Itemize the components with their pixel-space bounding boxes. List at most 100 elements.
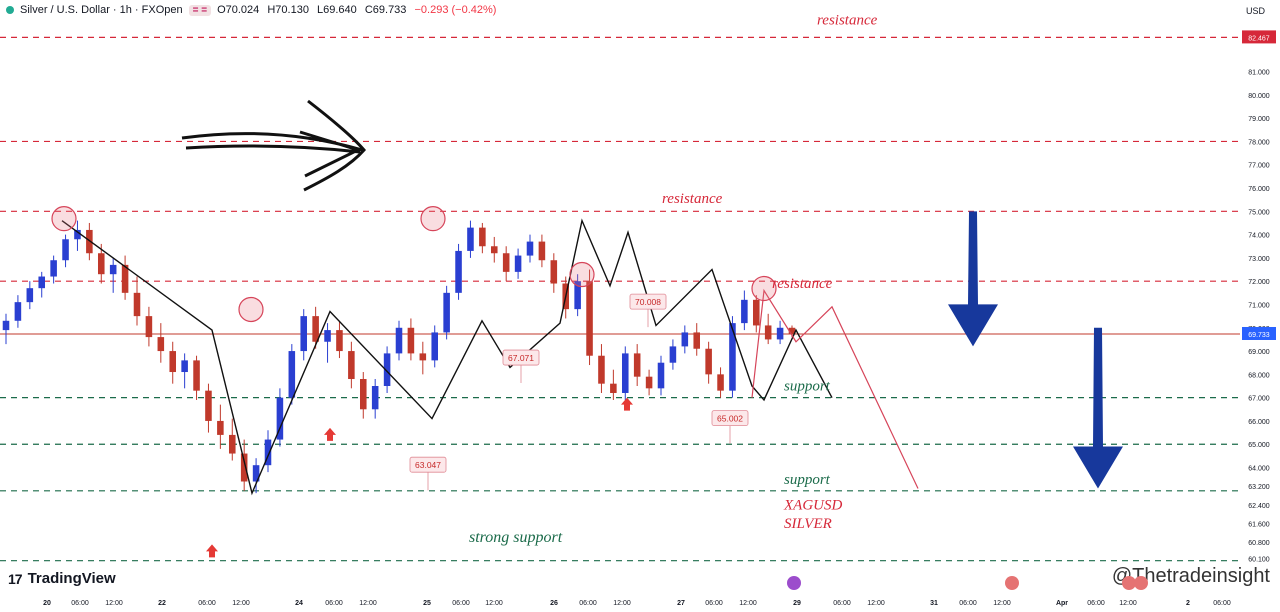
time-tick: 06:00 (198, 600, 216, 607)
time-tick: 22 (158, 600, 166, 607)
time-tick: 12:00 (105, 600, 123, 607)
peak-marker (51, 206, 77, 232)
candle-body (157, 337, 165, 352)
price-tag-text: 63.047 (415, 460, 441, 470)
price-tick: 66.000 (1248, 419, 1270, 426)
time-tick: 06:00 (1087, 600, 1105, 607)
tradingview-logo[interactable]: 17 TradingView (8, 570, 116, 587)
candle-body (681, 332, 689, 347)
currency-label[interactable]: USD (1246, 6, 1266, 16)
symbol-annotation: SILVER (784, 516, 832, 532)
candle-body (359, 379, 367, 410)
candle-body (74, 229, 81, 240)
price-tick: 79.000 (1248, 116, 1270, 123)
symbol-title[interactable]: Silver / U.S. Dollar · 1h · FXOpen (20, 4, 183, 16)
price-axis-bg (1240, 0, 1280, 612)
candle-body (193, 360, 200, 391)
projection-path (751, 288, 919, 489)
time-tick: 06:00 (959, 600, 977, 607)
price-axis[interactable]: 82.467 81.000 80.000 79.000 78.000 77.000 76.0… (1240, 0, 1280, 612)
time-tick: 26 (550, 600, 558, 607)
price-tick-badge (1242, 30, 1276, 44)
price-tick: 80.000 (1248, 93, 1270, 100)
price-tick: 64.000 (1248, 466, 1270, 473)
candle-body (467, 227, 474, 251)
candle-body (50, 260, 57, 277)
candle-body (693, 332, 701, 349)
candle-body (621, 353, 629, 393)
support-label: support (784, 472, 831, 488)
price-tick: 60.800 (1248, 540, 1270, 547)
price-tick-badge (1242, 326, 1276, 340)
candle-body (574, 281, 581, 310)
resistance-label: resistance (662, 191, 723, 207)
price-tick: 60.100 (1248, 556, 1270, 563)
time-tick: 12:00 (232, 600, 250, 607)
candle-body (383, 353, 391, 386)
candle-body (526, 241, 534, 256)
candle-body (276, 397, 284, 440)
candle-body (395, 327, 403, 354)
time-tick: 31 (930, 600, 938, 607)
resistance-label: resistance (817, 13, 878, 29)
candle-body (598, 355, 605, 384)
candle-body (657, 362, 665, 389)
candle-body (717, 374, 724, 391)
time-tick: 06:00 (705, 600, 723, 607)
candle-body (443, 292, 450, 333)
candle-body (550, 260, 558, 284)
down-arrow-icon (948, 211, 998, 347)
sketch-arrow-icon (181, 99, 366, 192)
candle-body (610, 383, 617, 393)
time-tick: 12:00 (993, 600, 1011, 607)
candle-body (145, 316, 153, 338)
price-tick: 81.000 (1248, 70, 1270, 77)
candle-body (705, 348, 712, 375)
peak-marker (420, 206, 446, 232)
time-tick: 12:00 (1119, 600, 1137, 607)
candle-body (264, 439, 272, 466)
time-tick: 06:00 (1213, 600, 1231, 607)
drawings (61, 218, 919, 496)
us-flag-icon[interactable] (1134, 576, 1148, 590)
resistance-label: resistance (772, 276, 833, 292)
us-flag-icon[interactable] (1122, 576, 1136, 590)
price-tag-text: 65.002 (717, 414, 743, 424)
time-tick: Apr (1056, 600, 1068, 607)
time-tick: 06:00 (325, 600, 343, 607)
price-tick: 65.000 (1248, 442, 1270, 449)
tradingview-icon: 17 (8, 570, 23, 587)
candle-body (729, 323, 736, 391)
buy-arrow-icon (621, 397, 633, 411)
symbol-annotation: XAGUSD (783, 497, 842, 513)
time-tick: 06:00 (452, 600, 470, 607)
price-tick: 76.000 (1248, 186, 1270, 193)
time-axis[interactable]: 20 06:00 12:00 22 06:00 12:00 24 06:00 12:00 25 06… (43, 600, 1231, 607)
time-tick: 25 (423, 600, 431, 607)
price-tick: 63.200 (1248, 484, 1270, 491)
swing-path (61, 218, 833, 496)
candle-body (371, 386, 379, 410)
price-tick: 78.000 (1248, 139, 1270, 146)
watermark: @Thetradeinsight (1111, 565, 1270, 587)
us-flag-icon[interactable] (1005, 576, 1019, 590)
symbol-header[interactable]: Silver / U.S. Dollar · 1h · FXOpen = = O… (0, 0, 501, 20)
market-status-icon (6, 6, 14, 14)
price-tick: 73.000 (1248, 256, 1270, 263)
time-tick: 12:00 (613, 600, 631, 607)
candle-body (490, 246, 498, 254)
candle-body (776, 327, 784, 340)
price-tick: 82.467 (1248, 35, 1270, 42)
candle-body (26, 288, 34, 303)
candle-body (228, 434, 236, 454)
flag-icon[interactable]: = = (188, 4, 212, 16)
buy-arrow-icon (324, 427, 336, 441)
time-tick: 20 (43, 600, 51, 607)
price-tick: 69.733 (1248, 332, 1270, 339)
time-tick: 06:00 (71, 600, 89, 607)
event-icon[interactable] (787, 576, 801, 590)
price-tick: 71.000 (1248, 302, 1270, 309)
ohlc-values: O70.024 H70.130 L69.640 C69.733 −0.293 (… (217, 4, 501, 16)
peak-marker (238, 296, 264, 323)
